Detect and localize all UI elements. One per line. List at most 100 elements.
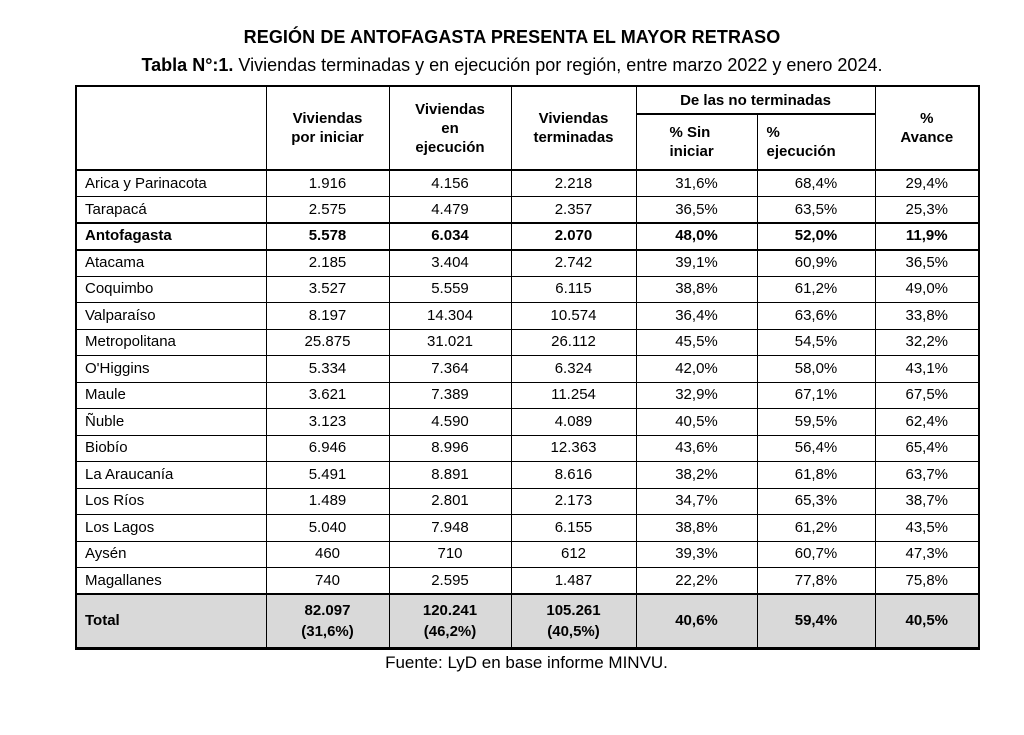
region-cell: Tarapacá	[75, 196, 267, 224]
region-cell: Arica y Parinacota	[75, 169, 267, 197]
value-cell: 48,0%	[635, 222, 758, 251]
value-cell: 36,5%	[635, 196, 758, 224]
header-pct-sin-iniciar: % Sin iniciar	[635, 113, 758, 171]
value-cell: 4.590	[388, 408, 512, 436]
value-cell: 25.875	[265, 328, 390, 356]
table-caption: Tabla N°:1. Viviendas terminadas y en ej…	[0, 55, 1024, 76]
value-cell: 63,5%	[756, 196, 876, 224]
table-row: La Araucanía 5.491 8.891 8.616 38,2% 61,8% 63,…	[75, 461, 980, 489]
table-row: Maule 3.621 7.389 11.254 32,9% 67,1% 67,5%	[75, 381, 980, 409]
value-cell: 1.916	[265, 169, 390, 197]
value-cell: 5.040	[265, 514, 390, 542]
value-cell: 4.156	[388, 169, 512, 197]
value-cell: 75,8%	[874, 567, 980, 595]
region-cell: Coquimbo	[75, 275, 267, 303]
value-cell: 740	[265, 567, 390, 595]
table-row: O'Higgins 5.334 7.364 6.324 42,0% 58,0% 43,1%	[75, 355, 980, 383]
value-cell: 2.595	[388, 567, 512, 595]
value-cell: 31.021	[388, 328, 512, 356]
value-cell: 7.389	[388, 381, 512, 409]
value-cell: 8.197	[265, 302, 390, 330]
value-cell: 36,5%	[874, 249, 980, 277]
table-row: Biobío 6.946 8.996 12.363 43,6% 56,4% 65,4%	[75, 434, 980, 462]
value-cell: 38,7%	[874, 487, 980, 515]
source-note: Fuente: LyD en base informe MINVU.	[385, 652, 668, 672]
value-cell: 43,5%	[874, 514, 980, 542]
value-cell: 49,0%	[874, 275, 980, 303]
value-cell: 3.527	[265, 275, 390, 303]
header-pct-avance: % Avance	[874, 85, 980, 171]
region-cell: Aysén	[75, 540, 267, 568]
value-cell: 29,4%	[874, 169, 980, 197]
total-value-cell: 120.241 (46,2%)	[388, 593, 512, 649]
value-cell: 5.578	[265, 222, 390, 251]
value-cell: 5.334	[265, 355, 390, 383]
value-cell: 8.616	[510, 461, 637, 489]
total-value-cell: 40,5%	[874, 593, 980, 649]
table-row: Los Ríos 1.489 2.801 2.173 34,7% 65,3% 38,7%	[75, 487, 980, 515]
region-cell: Biobío	[75, 434, 267, 462]
header-row-group: Viviendas por iniciar Viviendas en ejecu…	[75, 85, 980, 171]
value-cell: 36,4%	[635, 302, 758, 330]
value-cell: 7.364	[388, 355, 512, 383]
value-cell: 3.404	[388, 249, 512, 277]
value-cell: 31,6%	[635, 169, 758, 197]
value-cell: 58,0%	[756, 355, 876, 383]
value-cell: 8.996	[388, 434, 512, 462]
value-cell: 52,0%	[756, 222, 876, 251]
table-body: Arica y Parinacota 1.916 4.156 2.218 31,6% 68…	[75, 169, 980, 649]
table-row: Aysén 460 710 612 39,3% 60,7% 47,3%	[75, 540, 980, 568]
value-cell: 1.489	[265, 487, 390, 515]
value-cell: 38,8%	[635, 514, 758, 542]
value-cell: 43,6%	[635, 434, 758, 462]
region-cell: Metropolitana	[75, 328, 267, 356]
value-cell: 2.357	[510, 196, 637, 224]
value-cell: 63,6%	[756, 302, 876, 330]
value-cell: 10.574	[510, 302, 637, 330]
value-cell: 77,8%	[756, 567, 876, 595]
table-row: Los Lagos 5.040 7.948 6.155 38,8% 61,2% 43,5%	[75, 514, 980, 542]
region-cell: Valparaíso	[75, 302, 267, 330]
header-pct-ejecucion: % ejecución	[756, 113, 876, 171]
table-row: Arica y Parinacota 1.916 4.156 2.218 31,6% 68…	[75, 169, 980, 197]
value-cell: 60,9%	[756, 249, 876, 277]
table-row: Antofagasta 5.578 6.034 2.070 48,0% 52,0% 11,9…	[75, 222, 980, 251]
value-cell: 61,8%	[756, 461, 876, 489]
region-cell: O'Higgins	[75, 355, 267, 383]
value-cell: 14.304	[388, 302, 512, 330]
value-cell: 65,3%	[756, 487, 876, 515]
value-cell: 67,5%	[874, 381, 980, 409]
value-cell: 45,5%	[635, 328, 758, 356]
header-de-las-no-terminadas: De las no terminadas	[635, 85, 876, 115]
viviendas-por-region-table: Viviendas por iniciar Viviendas en ejecu…	[75, 85, 981, 650]
value-cell: 67,1%	[756, 381, 876, 409]
table-row: Coquimbo 3.527 5.559 6.115 38,8% 61,2% 49,0%	[75, 275, 980, 303]
value-cell: 59,5%	[756, 408, 876, 436]
value-cell: 4.479	[388, 196, 512, 224]
value-cell: 32,9%	[635, 381, 758, 409]
value-cell: 2.070	[510, 222, 637, 251]
total-value-cell: 59,4%	[756, 593, 876, 649]
header-viviendas-en-ejecucion: Viviendas en ejecución	[388, 85, 512, 171]
value-cell: 2.173	[510, 487, 637, 515]
header-viviendas-por-iniciar: Viviendas por iniciar	[265, 85, 390, 171]
header-viviendas-terminadas: Viviendas terminadas	[510, 85, 637, 171]
value-cell: 8.891	[388, 461, 512, 489]
region-cell: Antofagasta	[75, 222, 267, 251]
value-cell: 68,4%	[756, 169, 876, 197]
value-cell: 56,4%	[756, 434, 876, 462]
value-cell: 63,7%	[874, 461, 980, 489]
value-cell: 6.034	[388, 222, 512, 251]
total-label-cell: Total	[75, 593, 267, 649]
value-cell: 6.946	[265, 434, 390, 462]
table-row: Metropolitana 25.875 31.021 26.112 45,5% 54,5…	[75, 328, 980, 356]
region-cell: Magallanes	[75, 567, 267, 595]
table-row: Atacama 2.185 3.404 2.742 39,1% 60,9% 36,5%	[75, 249, 980, 277]
total-value-cell: 40,6%	[635, 593, 758, 649]
value-cell: 5.559	[388, 275, 512, 303]
table-container: Viviendas por iniciar Viviendas en ejecu…	[75, 85, 981, 673]
value-cell: 4.089	[510, 408, 637, 436]
value-cell: 3.621	[265, 381, 390, 409]
region-cell: Los Ríos	[75, 487, 267, 515]
value-cell: 460	[265, 540, 390, 568]
